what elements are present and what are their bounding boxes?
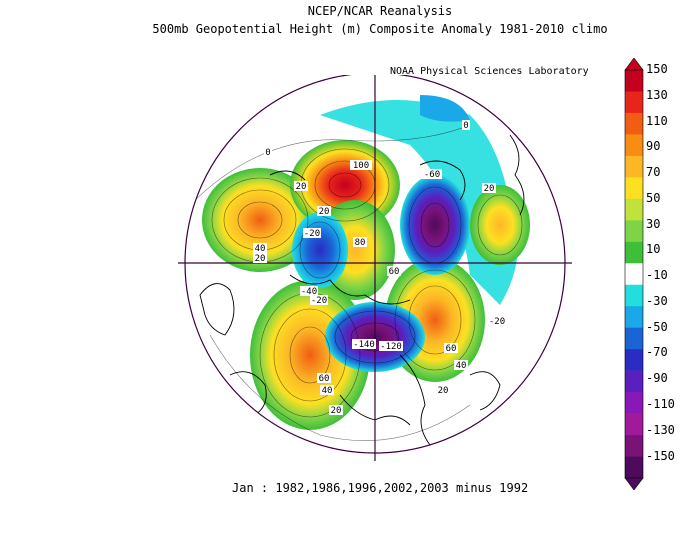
contour-label: 60 (387, 266, 401, 277)
svg-text:-120: -120 (380, 342, 402, 352)
title-line-2: 500mb Geopotential Height (m) Composite … (152, 22, 608, 36)
colorbar-tick-label: -110 (646, 396, 675, 411)
colorbar-swatch (625, 284, 643, 307)
svg-text:-40: -40 (301, 287, 317, 297)
colorbar-tick-label: -70 (646, 345, 668, 360)
svg-text:20: 20 (255, 254, 266, 264)
svg-text:40: 40 (456, 361, 467, 371)
anomaly-field (185, 75, 565, 453)
svg-text:20: 20 (484, 184, 495, 194)
svg-text:40: 40 (322, 386, 333, 396)
title-line-1: NCEP/NCAR Reanalysis (307, 4, 453, 18)
colorbar-tick-label: -90 (646, 371, 668, 386)
colorbar-swatch (625, 155, 643, 178)
contour-label: 0 (462, 120, 470, 131)
colorbar-tick-label: 110 (646, 113, 668, 128)
contour-label: 20 (253, 253, 267, 264)
contour-label: 20 (317, 206, 331, 217)
contour-label: -60 (422, 169, 442, 180)
colorbar-swatch (625, 177, 643, 200)
colorbar-tick-label: 30 (646, 216, 661, 231)
contour-label: -20 (488, 316, 506, 327)
colorbar-swatch (625, 435, 643, 457)
svg-text:60: 60 (446, 344, 457, 354)
svg-text:-20: -20 (489, 317, 505, 327)
colorbar-swatch (625, 327, 643, 350)
svg-text:-60: -60 (424, 170, 440, 180)
colorbar-swatch (625, 70, 643, 92)
svg-text:40: 40 (255, 244, 266, 254)
contour-label: 20 (329, 405, 343, 416)
color-legend (624, 58, 644, 490)
svg-text:-20: -20 (304, 229, 320, 239)
colorbar-swatch (625, 370, 643, 393)
colorbar-swatch (625, 91, 643, 114)
colorbar-tick-label: -130 (646, 422, 675, 437)
svg-text:20: 20 (319, 207, 330, 217)
colorbar-swatch (625, 198, 643, 221)
colorbar-tick-label: -150 (646, 448, 675, 463)
colorbar-tick-label: -10 (646, 268, 668, 283)
colorbar-max-arrow (624, 58, 644, 71)
contour-label: -140 (352, 339, 376, 350)
svg-text:20: 20 (331, 406, 342, 416)
svg-text:100: 100 (353, 161, 369, 171)
contour-label: 60 (317, 373, 331, 384)
contour-label: 20 (436, 385, 450, 396)
contour-label: -40 (300, 286, 318, 297)
svg-text:60: 60 (319, 374, 330, 384)
colorbar-tick-label: -50 (646, 319, 668, 334)
colorbar-tick-label: -30 (646, 293, 668, 308)
colorbar-min-arrow (624, 477, 644, 490)
colorbar-swatch (625, 263, 643, 286)
contour-label: 40 (320, 385, 334, 396)
contour-label: 100 (350, 160, 372, 171)
svg-text:20: 20 (438, 386, 449, 396)
colorbar-tick-label: 90 (646, 139, 661, 154)
footer-composite-years: Jan : 1982,1986,1996,2002,2003 minus 199… (232, 481, 529, 495)
polar-map: 100 -60 20 20 40 20 -20 20 80 60 -40 -20… (178, 75, 572, 461)
contour-label: 40 (454, 360, 468, 371)
colorbar-swatch (625, 413, 643, 436)
svg-text:-140: -140 (353, 340, 375, 350)
svg-text:0: 0 (265, 148, 270, 158)
contour-label: 20 (482, 183, 496, 194)
colorbar-tick-label: 10 (646, 242, 661, 257)
colorbar-swatch (625, 134, 643, 157)
colorbar-swatch (625, 220, 643, 243)
contour-label: -20 (303, 228, 321, 239)
svg-text:20: 20 (296, 182, 307, 192)
svg-text:60: 60 (389, 267, 400, 277)
colorbar-swatch (625, 241, 643, 264)
contour-label: 60 (444, 343, 458, 354)
contour-label: 80 (353, 237, 367, 248)
svg-text:80: 80 (355, 238, 366, 248)
colorbar-tick-label: 50 (646, 190, 661, 205)
colorbar-swatch (625, 349, 643, 371)
colorbar-tick-label: 130 (646, 87, 668, 102)
contour-label: 40 (253, 243, 267, 254)
contour-label: 20 (294, 181, 308, 192)
contour-label: -120 (379, 341, 403, 352)
colorbar-swatch (625, 306, 643, 328)
colorbar-swatch (625, 112, 643, 135)
contour-label: -20 (310, 295, 328, 306)
contour-label: 0 (264, 147, 272, 158)
colorbar-tick-label: 70 (646, 165, 661, 180)
svg-text:0: 0 (463, 121, 468, 131)
credit-text: NOAA Physical Sciences Laboratory (390, 66, 589, 77)
svg-text:-20: -20 (311, 296, 327, 306)
colorbar-swatch (625, 456, 643, 479)
colorbar-swatch (625, 392, 643, 414)
colorbar-tick-label: 150 (646, 62, 668, 76)
